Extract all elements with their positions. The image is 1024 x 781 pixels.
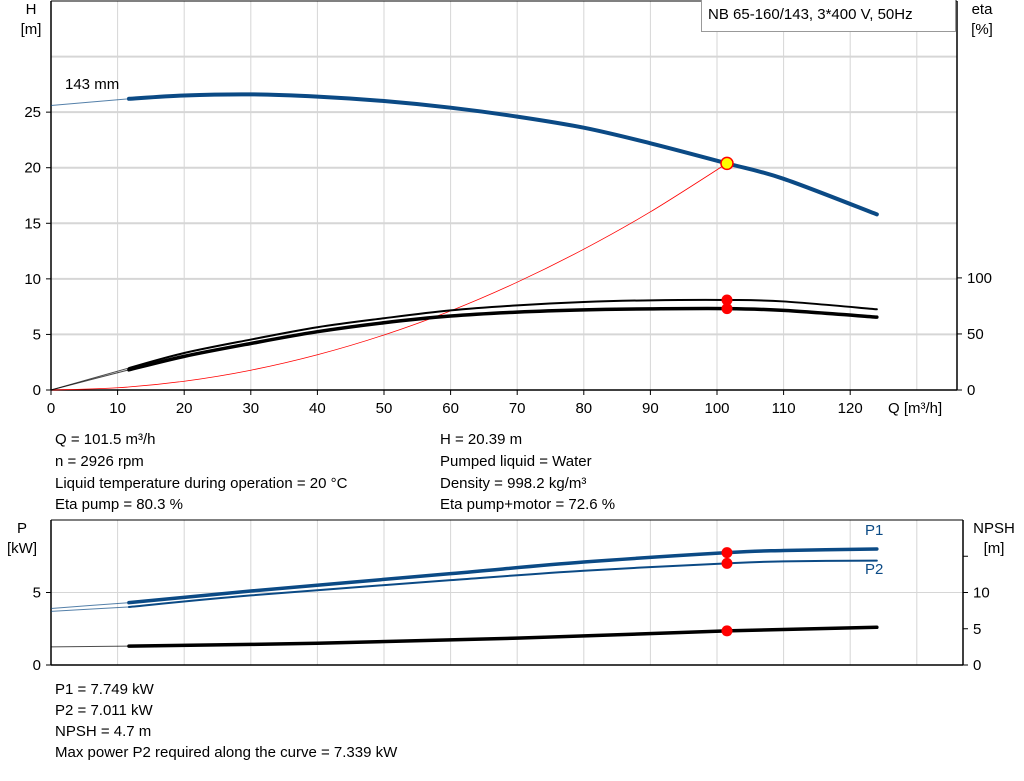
p1-label: P1 <box>865 522 884 539</box>
info-eta-pump: Eta pump = 80.3 % <box>55 496 183 513</box>
y-tick-label-left: 25 <box>24 104 41 121</box>
info-n: n = 2926 rpm <box>55 453 144 470</box>
info-p2: P2 = 7.011 kW <box>55 702 153 719</box>
npsh-curve <box>127 625 879 648</box>
h-curve-extension <box>50 98 129 106</box>
y-tick-label-left: 10 <box>24 271 41 288</box>
x-tick-label: 40 <box>309 400 326 417</box>
eta-total-curve <box>127 306 879 372</box>
info-density: Density = 998.2 kg/m³ <box>440 475 587 492</box>
x-tick-label: 90 <box>642 400 659 417</box>
eta-pump-curve <box>127 298 878 370</box>
y-tick-label-right: 0 <box>973 657 981 674</box>
info-max-p2: Max power P2 required along the curve = … <box>55 744 398 761</box>
h-axis-label: H [m] <box>20 1 42 38</box>
y-tick-label-right: 100 <box>967 270 992 287</box>
info-liquid: Pumped liquid = Water <box>440 453 592 470</box>
y-tick-label-left: 5 <box>33 326 41 343</box>
chart-title: NB 65-160/143, 3*400 V, 50Hz <box>701 0 956 32</box>
info-npsh: NPSH = 4.7 m <box>55 723 152 740</box>
impeller-diameter-label: 143 mm <box>65 76 120 93</box>
p-axis-label: P [kW] <box>7 520 37 557</box>
system-curve <box>50 163 728 391</box>
p2-curve <box>127 559 878 608</box>
x-tick-label: 20 <box>176 400 193 417</box>
x-tick-label: 10 <box>109 400 126 417</box>
x-tick-label: 110 <box>772 400 796 417</box>
x-tick-label: 0 <box>47 400 55 417</box>
info-temperature: Liquid temperature during operation = 20… <box>55 475 348 492</box>
x-tick-label: 80 <box>575 400 592 417</box>
duty-point-npsh <box>721 625 733 637</box>
x-tick-label: 60 <box>442 400 459 417</box>
npsh-curve-extension <box>50 645 129 648</box>
y-tick-label-left: 0 <box>33 657 41 674</box>
y-tick-label-right: 50 <box>967 326 984 343</box>
eta-axis-label: eta [%] <box>971 1 993 38</box>
x-tick-label: 70 <box>509 400 526 417</box>
y-tick-label-right: 10 <box>973 585 990 602</box>
x-tick-label: 100 <box>704 400 729 417</box>
y-tick-label-left: 15 <box>24 215 41 232</box>
p2-label: P2 <box>865 561 884 578</box>
p1-curve <box>127 547 879 605</box>
h-curve <box>126 92 879 217</box>
p1-curve-extension <box>50 602 129 609</box>
q-axis-label: Q [m³/h] <box>888 400 943 417</box>
y-tick-label-right: 5 <box>973 621 981 638</box>
eta-total-curve-extension <box>50 369 130 391</box>
y-tick-label-left: 0 <box>33 382 41 399</box>
p2-curve-extension <box>50 606 129 612</box>
info-h: H = 20.39 m <box>440 431 523 448</box>
y-tick-label-right: 0 <box>967 382 975 399</box>
duty-point-eta-total <box>721 303 733 315</box>
duty-point-p2 <box>721 557 733 569</box>
y-tick-label-left: 20 <box>24 160 41 177</box>
x-tick-label: 30 <box>242 400 259 417</box>
duty-point-p1 <box>721 547 733 559</box>
info-p1: P1 = 7.749 kW <box>55 681 154 698</box>
duty-point-eta-pump <box>721 294 733 306</box>
x-tick-label: 50 <box>376 400 393 417</box>
duty-point-head <box>720 156 734 171</box>
npsh-axis-label: NPSH [m] <box>973 520 1015 557</box>
info-eta-total: Eta pump+motor = 72.6 % <box>440 496 616 513</box>
y-tick-label-left: 5 <box>33 585 41 602</box>
info-q: Q = 101.5 m³/h <box>55 431 156 448</box>
x-tick-label: 120 <box>838 400 863 417</box>
